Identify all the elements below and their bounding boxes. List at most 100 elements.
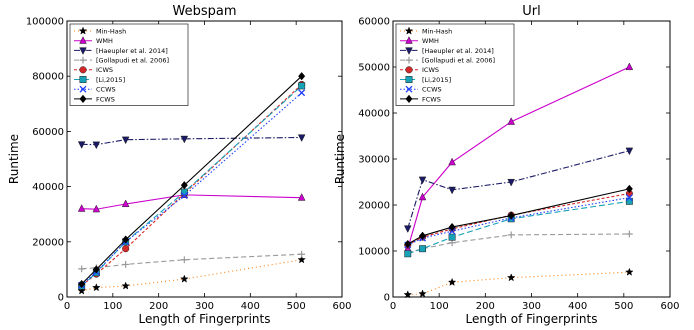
x-tick-label: 500 <box>287 301 306 312</box>
series-line <box>81 85 303 287</box>
y-tick-label: 100000 <box>26 17 64 28</box>
data-point <box>77 141 86 149</box>
legend-label: CCWS <box>96 86 116 94</box>
series-haeupler-et-al-2014 <box>403 147 634 234</box>
legend-label: FCWS <box>422 95 441 103</box>
data-point <box>507 231 515 239</box>
legend-marker <box>405 66 413 74</box>
series-li-2015 <box>78 82 306 290</box>
legend-entry: WMH <box>400 36 439 45</box>
legend-label: ICWS <box>96 66 113 74</box>
legend-marker <box>405 36 413 44</box>
legend-label: [Gollapudi et al. 2006] <box>422 57 495 65</box>
legend-marker <box>404 26 414 35</box>
x-tick-label: 600 <box>332 301 351 312</box>
series-line <box>81 253 302 270</box>
series-haeupler-et-al-2014 <box>77 134 306 150</box>
legend: Min-Hash WMH [Haeupler et al. 2014] [Gollap… <box>69 23 189 106</box>
legend-entry: [Haeupler et al. 2014] <box>400 47 494 55</box>
series-fcws <box>404 184 633 249</box>
legend-marker <box>405 94 413 104</box>
legend-marker <box>79 66 87 74</box>
legend-label: Min-Hash <box>422 27 452 35</box>
y-axis-label: Runtime <box>7 134 21 184</box>
x-tick-label: 300 <box>522 301 541 312</box>
data-point <box>297 193 306 201</box>
data-point <box>448 222 456 232</box>
legend-label: WMH <box>422 37 439 45</box>
chart-title: Webspam <box>173 4 237 19</box>
legend-entry: [Haeupler et al. 2014] <box>74 47 168 55</box>
legend-entry: FCWS <box>74 94 115 103</box>
series-fcws <box>78 72 306 289</box>
legend-label: FCWS <box>96 95 115 103</box>
data-point <box>625 267 634 276</box>
data-point <box>77 286 86 295</box>
data-point <box>92 283 101 292</box>
y-tick-label: 40000 <box>358 109 390 120</box>
legend-entry: CCWS <box>400 86 442 94</box>
x-axis-label: Length of Fingerprints <box>466 312 598 326</box>
data-point <box>418 289 427 298</box>
x-tick-label: 0 <box>390 301 396 312</box>
data-point <box>78 265 86 273</box>
data-point <box>121 136 130 145</box>
data-point <box>418 176 427 185</box>
data-point <box>625 147 634 156</box>
data-point <box>625 230 633 238</box>
legend-entry: ICWS <box>400 66 439 74</box>
series-line <box>407 150 630 229</box>
legend-marker <box>79 85 87 93</box>
y-tick-label: 80000 <box>32 72 64 83</box>
legend-label: [Li,2015] <box>422 76 451 84</box>
data-point <box>403 290 413 299</box>
series-line <box>407 271 630 296</box>
series-line <box>407 197 630 246</box>
series-gollapudi-et-al-2006 <box>78 250 306 273</box>
legend-entry: WMH <box>74 36 113 45</box>
legend-label: Min-Hash <box>96 27 126 35</box>
y-tick-label: 20000 <box>358 201 390 212</box>
data-point <box>180 192 188 200</box>
legend-entry: ICWS <box>74 66 113 74</box>
data-point <box>404 239 412 249</box>
legend-entry: Min-Hash <box>400 26 452 35</box>
x-tick-label: 100 <box>103 301 122 312</box>
data-point <box>419 245 426 253</box>
x-tick-label: 600 <box>660 301 679 312</box>
data-point <box>77 204 86 212</box>
y-tick-label: 10000 <box>358 247 390 258</box>
legend-marker <box>79 36 87 44</box>
data-point <box>122 235 130 244</box>
y-axis-label: Runtime <box>333 134 347 184</box>
x-tick-label: 100 <box>430 301 449 312</box>
data-point <box>404 250 412 258</box>
data-point <box>122 245 130 253</box>
legend-marker <box>405 85 413 93</box>
data-point <box>625 194 633 202</box>
series-li-2015 <box>404 197 633 258</box>
legend-entry: FCWS <box>400 94 441 104</box>
legend-marker <box>79 47 87 55</box>
url-chart: Url 0 100 200 300 400 500 600 0 10000 20000 30000 40… <box>333 4 680 326</box>
data-point <box>92 141 101 150</box>
data-point <box>506 273 516 282</box>
chart-title: Url <box>522 4 540 19</box>
x-tick-label: 400 <box>241 301 260 312</box>
data-point <box>418 192 427 201</box>
legend-marker <box>405 56 413 64</box>
series-line <box>81 194 302 210</box>
legend-entry: [Gollapudi et al. 2006] <box>400 57 495 65</box>
series-line <box>81 259 302 292</box>
x-tick-label: 300 <box>195 301 214 312</box>
data-point <box>448 157 456 166</box>
series-ccws <box>404 194 633 249</box>
series-wmh <box>77 190 306 213</box>
legend-box <box>69 23 189 106</box>
legend-marker <box>78 26 88 35</box>
y-tick-label: 50000 <box>358 63 390 74</box>
x-tick-label: 200 <box>476 301 495 312</box>
series-min-hash <box>77 255 306 295</box>
data-point <box>507 178 515 187</box>
data-point <box>78 279 86 289</box>
